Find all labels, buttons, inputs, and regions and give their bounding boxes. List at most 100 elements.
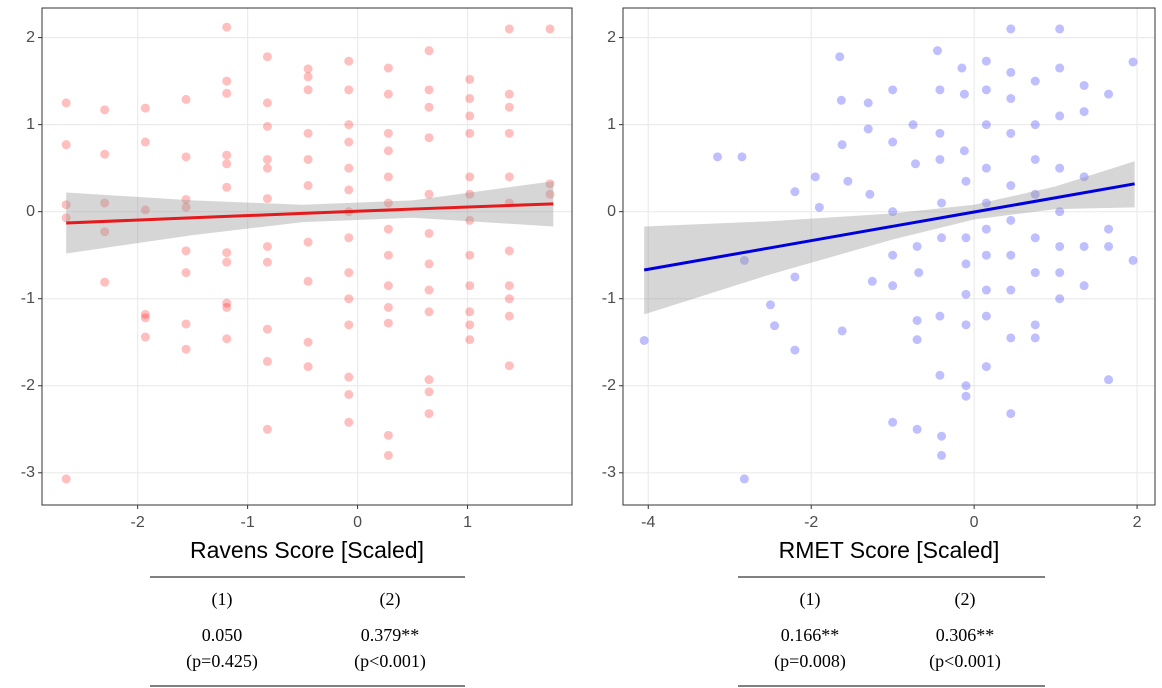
point — [303, 362, 313, 372]
x-tick-label: 0 — [353, 514, 362, 531]
table-header: (1) — [212, 589, 233, 610]
point — [912, 335, 922, 345]
point — [1055, 294, 1065, 304]
point — [465, 307, 475, 317]
point — [837, 326, 847, 336]
point — [835, 52, 845, 62]
point — [504, 246, 514, 256]
point — [504, 172, 514, 182]
point — [908, 120, 918, 130]
point — [863, 124, 873, 134]
point — [465, 189, 475, 199]
point — [935, 85, 945, 95]
point — [262, 424, 272, 434]
point — [61, 200, 71, 210]
point — [1079, 107, 1089, 117]
point — [739, 255, 749, 265]
table-cell: 0.050 — [202, 625, 243, 645]
point — [424, 387, 434, 397]
table-cell: (p=0.425) — [186, 651, 258, 672]
x-tick-label: 1 — [463, 514, 472, 531]
point — [810, 172, 820, 182]
point — [100, 149, 110, 159]
point — [937, 198, 947, 208]
x-axis-label: Ravens Score [Scaled] — [190, 537, 424, 563]
point — [1128, 255, 1138, 265]
point — [981, 250, 991, 260]
point — [961, 381, 971, 391]
point — [935, 154, 945, 164]
point — [303, 154, 313, 164]
point — [961, 259, 971, 269]
point — [383, 63, 393, 73]
point — [303, 237, 313, 247]
point — [383, 172, 393, 182]
y-tick-label: -3 — [21, 464, 35, 481]
point — [1055, 163, 1065, 173]
point — [181, 194, 191, 204]
point — [1079, 172, 1089, 182]
point — [181, 268, 191, 278]
point — [140, 205, 150, 215]
point — [981, 85, 991, 95]
point — [465, 74, 475, 84]
point — [981, 311, 991, 321]
point — [100, 227, 110, 237]
point — [344, 233, 354, 243]
point — [1030, 189, 1040, 199]
point — [912, 424, 922, 434]
point — [181, 319, 191, 329]
point — [1006, 333, 1016, 343]
point — [262, 324, 272, 334]
point — [1055, 111, 1065, 121]
point — [1006, 285, 1016, 295]
point — [937, 431, 947, 441]
point — [222, 248, 232, 258]
table-cell: 0.166** — [781, 625, 840, 645]
point — [981, 198, 991, 208]
point — [262, 163, 272, 173]
point — [504, 128, 514, 138]
point — [932, 46, 942, 56]
point — [790, 345, 800, 355]
point — [222, 302, 232, 312]
point — [383, 281, 393, 291]
point — [1055, 63, 1065, 73]
point — [424, 102, 434, 112]
point — [344, 417, 354, 427]
point — [222, 150, 232, 160]
plot-background — [42, 8, 572, 505]
point — [181, 94, 191, 104]
point — [863, 98, 873, 108]
point — [465, 172, 475, 182]
point — [140, 309, 150, 319]
y-tick-label: -1 — [21, 290, 35, 307]
point — [888, 250, 898, 260]
point — [959, 89, 969, 99]
point — [424, 85, 434, 95]
point — [465, 215, 475, 225]
point — [383, 250, 393, 260]
point — [61, 140, 71, 150]
point — [465, 128, 475, 138]
point — [222, 182, 232, 192]
point — [303, 181, 313, 191]
point — [504, 294, 514, 304]
x-tick-label: -1 — [241, 514, 255, 531]
point — [303, 128, 313, 138]
point — [937, 450, 947, 460]
point — [981, 56, 991, 66]
point — [140, 103, 150, 113]
point — [1006, 94, 1016, 104]
point — [383, 450, 393, 460]
point — [303, 72, 313, 82]
point — [504, 89, 514, 99]
point — [888, 207, 898, 217]
point — [1006, 181, 1016, 191]
point — [222, 88, 232, 98]
point — [344, 56, 354, 66]
point — [1030, 268, 1040, 278]
point — [1104, 241, 1114, 251]
point — [1030, 320, 1040, 330]
